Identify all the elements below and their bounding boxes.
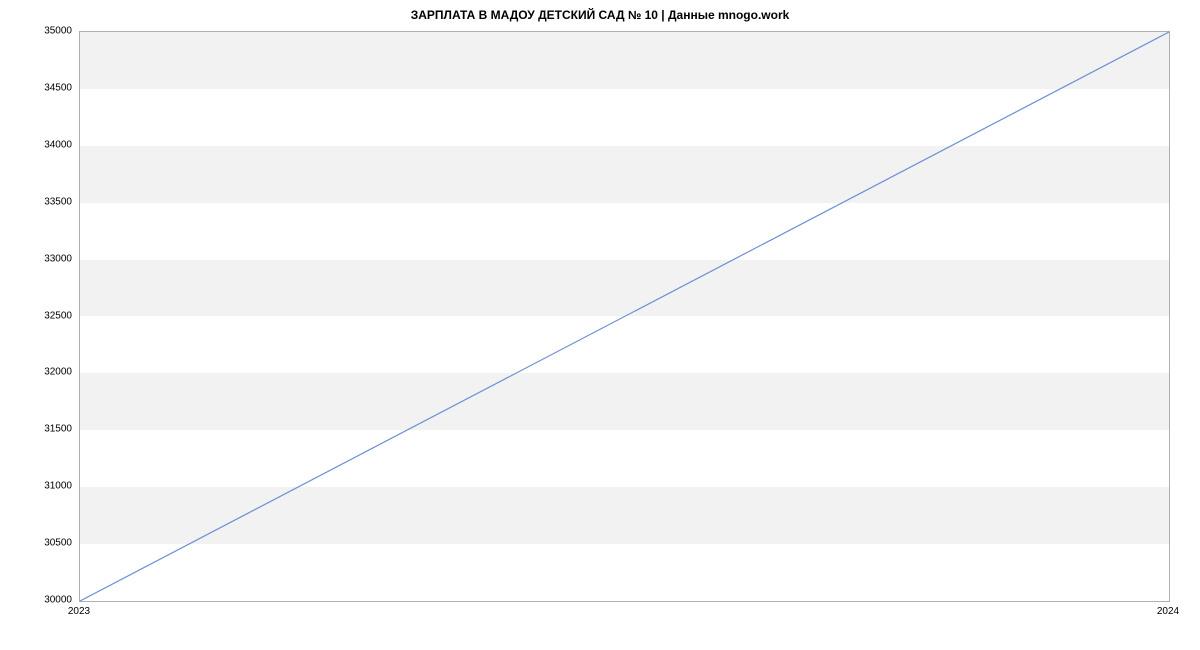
line-chart-svg (80, 32, 1169, 601)
y-tick-label: 33500 (44, 196, 72, 207)
y-tick-label: 34000 (44, 139, 72, 150)
y-tick-label: 34500 (44, 82, 72, 93)
y-tick-label: 32000 (44, 367, 72, 378)
y-tick-label: 31500 (44, 424, 72, 435)
x-tick-label: 2023 (68, 606, 90, 617)
y-tick-label: 30000 (44, 595, 72, 606)
y-tick-label: 30500 (44, 538, 72, 549)
plot-area (79, 31, 1170, 602)
chart-container: ЗАРПЛАТА В МАДОУ ДЕТСКИЙ САД № 10 | Данн… (0, 0, 1200, 650)
data-line (80, 32, 1169, 601)
y-tick-label: 31000 (44, 481, 72, 492)
chart-title: ЗАРПЛАТА В МАДОУ ДЕТСКИЙ САД № 10 | Данн… (411, 8, 790, 22)
y-tick-label: 33000 (44, 253, 72, 264)
y-tick-label: 32500 (44, 310, 72, 321)
x-tick-label: 2024 (1157, 606, 1179, 617)
y-tick-label: 35000 (44, 26, 72, 37)
